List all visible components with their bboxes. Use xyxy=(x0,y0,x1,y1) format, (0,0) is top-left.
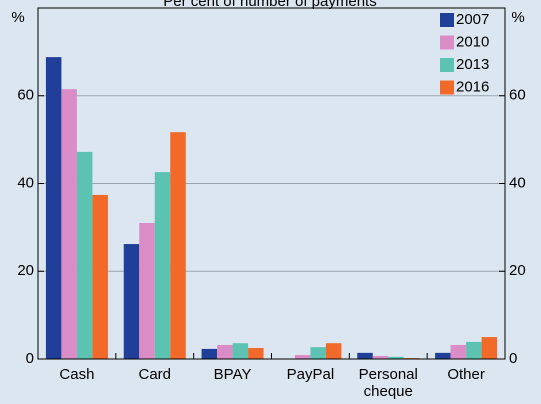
bar xyxy=(372,355,389,359)
bar xyxy=(76,151,93,359)
bar xyxy=(170,132,186,359)
bar xyxy=(92,194,108,359)
bar xyxy=(310,347,326,359)
legend-swatch xyxy=(440,35,454,50)
legend-swatch xyxy=(440,58,454,72)
bar xyxy=(139,222,155,359)
y2-tick-label: 60 xyxy=(509,87,526,104)
y-tick-label: 0 xyxy=(26,350,34,367)
bar xyxy=(154,172,171,359)
bar xyxy=(61,89,77,359)
y2-axis-label: % xyxy=(511,9,524,26)
bar xyxy=(201,348,218,359)
bar xyxy=(248,348,264,359)
y2-tick-label: 0 xyxy=(509,350,517,367)
x-tick-label: BPAY xyxy=(213,366,252,383)
legend-label: 2013 xyxy=(456,56,489,73)
bar xyxy=(294,355,311,359)
bar xyxy=(435,352,451,359)
legend-label: 2010 xyxy=(456,33,489,50)
y-axis-label: % xyxy=(11,9,24,26)
chart-title: Per cent of number of payments xyxy=(163,0,376,10)
legend-swatch xyxy=(440,13,454,27)
y2-tick-label: 20 xyxy=(509,262,526,279)
x-tick-label: Other xyxy=(447,366,485,383)
bar xyxy=(388,356,404,359)
y-tick-label: 40 xyxy=(17,174,34,191)
legend-label: 2016 xyxy=(456,78,489,95)
y-tick-label: 20 xyxy=(17,262,34,279)
bar xyxy=(325,343,342,359)
y-tick-label: 60 xyxy=(17,87,34,104)
bar xyxy=(45,57,62,359)
bar xyxy=(123,244,140,359)
x-tick-label: Personal cheque xyxy=(358,366,418,400)
bar xyxy=(466,341,482,359)
bar xyxy=(357,352,373,359)
bar xyxy=(450,344,467,359)
legend-swatch xyxy=(440,80,454,95)
legend-label: 2007 xyxy=(456,11,489,28)
bar xyxy=(217,344,233,359)
x-tick-label: Cash xyxy=(59,366,95,383)
bar xyxy=(232,343,249,359)
x-tick-label: PayPal xyxy=(286,366,335,383)
plot-frame xyxy=(37,7,506,360)
bar xyxy=(481,337,498,359)
x-tick-label: Card xyxy=(138,366,171,383)
y2-tick-label: 40 xyxy=(509,174,526,191)
